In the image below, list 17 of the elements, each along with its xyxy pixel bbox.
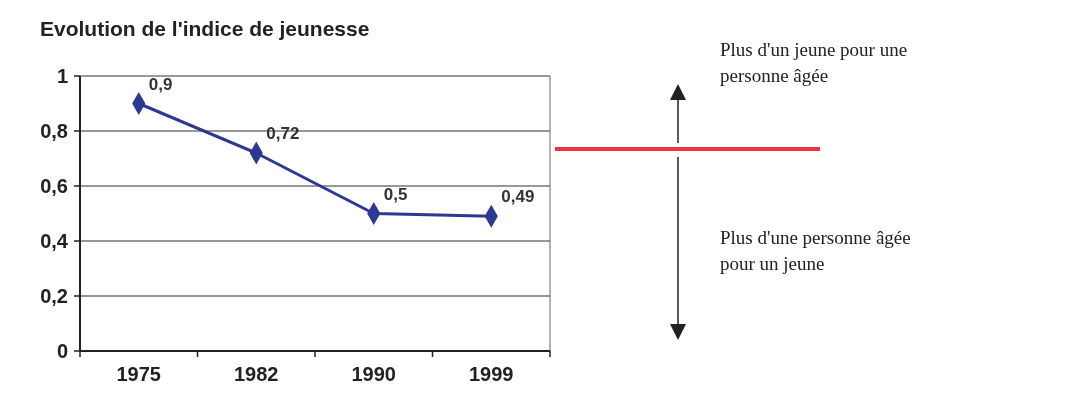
x-tick-label: 1999	[469, 363, 514, 385]
text: Plus d'une personne âgée pour un jeune	[720, 227, 911, 274]
y-tick-label: 0,6	[40, 175, 68, 197]
chart-title: Evolution de l'indice de jeunesse	[40, 17, 370, 40]
y-tick-label: 0	[56, 340, 68, 362]
data-label: 0,72	[266, 124, 300, 143]
data-label: 0,49	[501, 187, 535, 207]
data-label: 0,5	[383, 184, 408, 204]
data-label: 0,9	[148, 74, 173, 94]
y-tick-label: 0,8	[40, 120, 68, 142]
x-tick-label: 1990	[351, 363, 396, 385]
y-tick-label: 0,2	[40, 285, 68, 307]
y-tick-label: 0,4	[40, 230, 69, 252]
x-tick-label: 1982	[234, 363, 279, 385]
text: Plus d'un jeune pour une personne âgée	[720, 39, 908, 86]
y-tick-label: 1	[56, 65, 68, 87]
x-tick-label: 1975	[116, 363, 161, 385]
